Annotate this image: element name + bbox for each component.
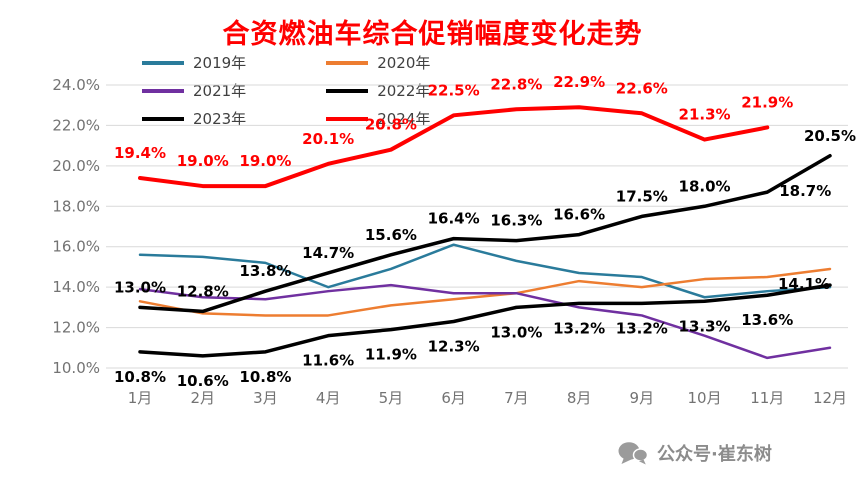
data-label-2023年: 12.8% [177, 282, 229, 300]
series-line-2022年 [138, 283, 832, 358]
legend-label: 2022年 [377, 82, 431, 100]
data-label-2023年: 16.4% [428, 210, 480, 228]
legend-marker [142, 116, 184, 121]
data-label-2024年: 21.9% [741, 93, 793, 111]
data-label-2024年: 22.8% [490, 75, 542, 93]
data-label-2023年: 18.0% [679, 177, 731, 195]
watermark-text: 公众号·崔东树 [657, 444, 772, 465]
data-label-2023年: 17.5% [616, 187, 668, 205]
series-line-2021年 [138, 283, 832, 360]
y-axis-tick-label: 12.0% [52, 319, 100, 337]
series-line-2020年 [138, 267, 832, 317]
legend-marker [326, 88, 369, 93]
data-label-2023年: 13.8% [239, 262, 291, 280]
data-label-2022年: 11.9% [365, 346, 417, 364]
x-axis-tick-label: 8月 [567, 389, 592, 407]
y-axis-tick-label: 14.0% [52, 278, 100, 296]
x-axis-tick-label: 11月 [750, 389, 784, 407]
x-axis-tick-label: 1月 [128, 389, 153, 407]
y-axis-tick-label: 16.0% [52, 238, 100, 256]
series-line-2019年 [138, 243, 832, 299]
legend-marker [142, 88, 184, 93]
x-axis-tick-label: 4月 [316, 389, 341, 407]
data-label-2023年: 15.6% [365, 226, 417, 244]
chart-legend: 2019年 2020年 2021年 2022年 2023年 2024年 [142, 52, 430, 129]
watermark: 公众号·崔东树 [618, 440, 772, 466]
series-line-2024年 [138, 105, 770, 189]
legend-item-2020年: 2020年 [326, 52, 430, 73]
legend-marker [326, 60, 369, 65]
legend-marker [142, 60, 184, 65]
chart-title: 合资燃油车综合促销幅度变化走势 [222, 19, 643, 50]
data-label-2024年: 19.4% [114, 144, 166, 162]
data-label-2024年: 22.9% [553, 73, 605, 91]
data-label-2022年: 13.2% [616, 319, 668, 337]
chat-bubbles-icon [618, 441, 648, 464]
data-label-2022年: 14.1% [778, 275, 830, 293]
data-label-2024年: 21.3% [679, 106, 731, 124]
data-label-2022年: 10.6% [177, 372, 229, 390]
data-label-2022年: 13.2% [553, 319, 605, 337]
legend-item-2022年: 2022年 [326, 80, 430, 101]
legend-item-2024年: 2024年 [326, 108, 430, 129]
data-label-2024年: 19.0% [177, 152, 229, 170]
data-label-2022年: 13.0% [490, 323, 542, 341]
data-label-2023年: 20.5% [804, 127, 856, 145]
y-axis-tick-label: 20.0% [52, 157, 100, 175]
legend-item-2023年: 2023年 [142, 108, 246, 129]
data-label-2022年: 11.6% [302, 352, 354, 370]
x-axis-tick-label: 6月 [441, 389, 466, 407]
y-axis-tick-label: 10.0% [52, 359, 100, 377]
data-label-2022年: 13.6% [741, 311, 793, 329]
legend-item-2019年: 2019年 [142, 52, 246, 73]
legend-label: 2020年 [377, 54, 431, 72]
x-axis-tick-label: 12月 [813, 389, 847, 407]
data-label-2022年: 10.8% [239, 368, 291, 386]
data-label-2024年: 20.1% [302, 130, 354, 148]
legend-label: 2021年 [193, 82, 247, 100]
data-label-2023年: 16.3% [490, 212, 542, 230]
data-label-2023年: 14.7% [302, 244, 354, 262]
x-axis-tick-label: 3月 [253, 389, 278, 407]
legend-item-2021年: 2021年 [142, 80, 246, 101]
data-label-2023年: 18.7% [779, 182, 831, 200]
legend-marker [326, 116, 369, 121]
legend-label: 2023年 [193, 110, 247, 128]
data-label-2023年: 13.0% [114, 278, 166, 296]
data-label-2022年: 12.3% [428, 338, 480, 356]
x-axis-tick-label: 7月 [504, 389, 529, 407]
y-axis-tick-label: 22.0% [52, 116, 100, 134]
data-label-2024年: 22.5% [428, 81, 480, 99]
x-axis-tick-label: 9月 [630, 389, 655, 407]
data-label-2022年: 10.8% [114, 368, 166, 386]
x-axis-tick-label: 2月 [190, 389, 215, 407]
series-line-2023年 [138, 154, 832, 314]
legend-label: 2019年 [193, 54, 247, 72]
data-label-2023年: 16.6% [553, 206, 605, 224]
data-label-2022年: 13.3% [679, 317, 731, 335]
x-axis-tick-label: 5月 [379, 389, 404, 407]
y-axis-tick-label: 18.0% [52, 197, 100, 215]
data-label-2024年: 22.6% [616, 79, 668, 97]
x-axis-tick-label: 10月 [687, 389, 721, 407]
y-axis-tick-label: 24.0% [52, 76, 100, 94]
data-label-2024年: 20.8% [365, 116, 417, 134]
legend-label: 2024年 [377, 110, 431, 128]
data-label-2024年: 19.0% [239, 152, 291, 170]
